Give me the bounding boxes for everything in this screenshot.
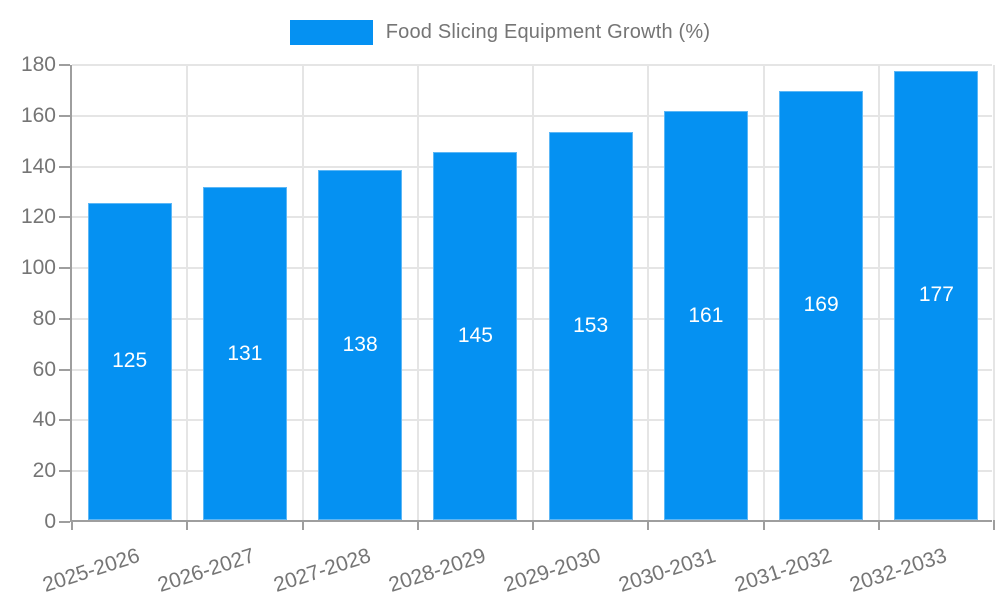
x-axis-tick	[416, 520, 419, 530]
x-axis-tick	[301, 520, 304, 530]
v-gridline	[301, 65, 304, 520]
x-axis-label-2032-2033: 2032-2033	[846, 544, 950, 597]
y-axis-tick	[59, 165, 70, 168]
y-axis-tick	[59, 114, 70, 117]
y-axis-label: 120	[20, 205, 56, 229]
y-axis-tick	[59, 419, 70, 422]
x-axis-label-2030-2031: 2030-2031	[616, 544, 719, 597]
y-axis-tick	[59, 368, 70, 371]
x-axis-tick	[877, 520, 880, 530]
y-axis-tick	[59, 470, 70, 473]
legend-swatch[interactable]	[289, 20, 373, 45]
y-axis-tick	[59, 267, 70, 270]
y-axis-tick	[59, 216, 70, 219]
bar-2027-2028[interactable]: 138	[318, 169, 403, 520]
x-axis-label-2031-2032: 2031-2032	[731, 544, 835, 597]
bar-value-label: 138	[342, 332, 378, 356]
v-gridline	[762, 65, 765, 520]
plot-area: 125 131 138 145 153 161 169 177	[59, 64, 995, 530]
bar-2030-2031[interactable]: 161	[663, 111, 748, 520]
v-gridline	[993, 65, 995, 520]
v-gridline	[532, 65, 534, 520]
x-axis-label-2025-2026: 2025-2026	[40, 544, 143, 597]
bar-2032-2033[interactable]: 177	[894, 70, 979, 520]
x-axis-tick	[71, 520, 73, 530]
v-gridline	[416, 65, 419, 520]
legend-label: Food Slicing Equipment Growth (%)	[385, 21, 711, 43]
x-axis-tick	[532, 520, 534, 530]
x-axis-tick	[186, 520, 189, 530]
x-axis-label-2026-2027: 2026-2027	[155, 544, 258, 597]
bar-2028-2029[interactable]: 145	[433, 151, 518, 520]
x-axis-label-2027-2028: 2027-2028	[270, 544, 374, 597]
x-axis-tick	[993, 520, 995, 530]
y-axis-label: 160	[20, 103, 56, 127]
bar-value-label: 161	[688, 303, 724, 327]
bar-2026-2027[interactable]: 131	[202, 187, 287, 520]
y-axis-label: 0	[44, 510, 56, 533]
y-axis-label: 20	[32, 459, 56, 483]
legend[interactable]: Food Slicing Equipment Growth (%)	[0, 20, 1000, 45]
bar-value-label: 131	[227, 341, 263, 365]
y-axis-tick	[59, 521, 70, 523]
bar-value-label: 169	[803, 293, 839, 317]
y-axis-label: 180	[20, 53, 56, 76]
x-axis-label-2028-2029: 2028-2029	[385, 544, 489, 597]
x-axis-tick	[762, 520, 765, 530]
y-axis-label: 140	[20, 154, 56, 178]
bar-2029-2030[interactable]: 153	[548, 131, 633, 520]
y-axis-label: 80	[32, 306, 56, 330]
y-axis-label: 60	[32, 357, 56, 381]
bar-2025-2026[interactable]: 125	[87, 202, 172, 520]
v-gridline	[186, 65, 189, 520]
y-axis-tick	[59, 317, 70, 320]
y-axis-tick	[59, 64, 70, 66]
y-axis-label: 40	[32, 408, 56, 432]
bar-2031-2032[interactable]: 169	[779, 90, 864, 520]
bar-value-label: 145	[457, 323, 493, 347]
x-axis-tick	[647, 520, 650, 530]
y-axis-label: 100	[20, 256, 56, 280]
x-axis-label-2029-2030: 2029-2030	[501, 544, 604, 597]
bar-value-label: 153	[573, 313, 609, 337]
bar-value-label: 177	[918, 283, 954, 307]
bar-value-label: 125	[112, 349, 148, 373]
v-gridline	[877, 65, 880, 520]
v-gridline	[647, 65, 650, 520]
